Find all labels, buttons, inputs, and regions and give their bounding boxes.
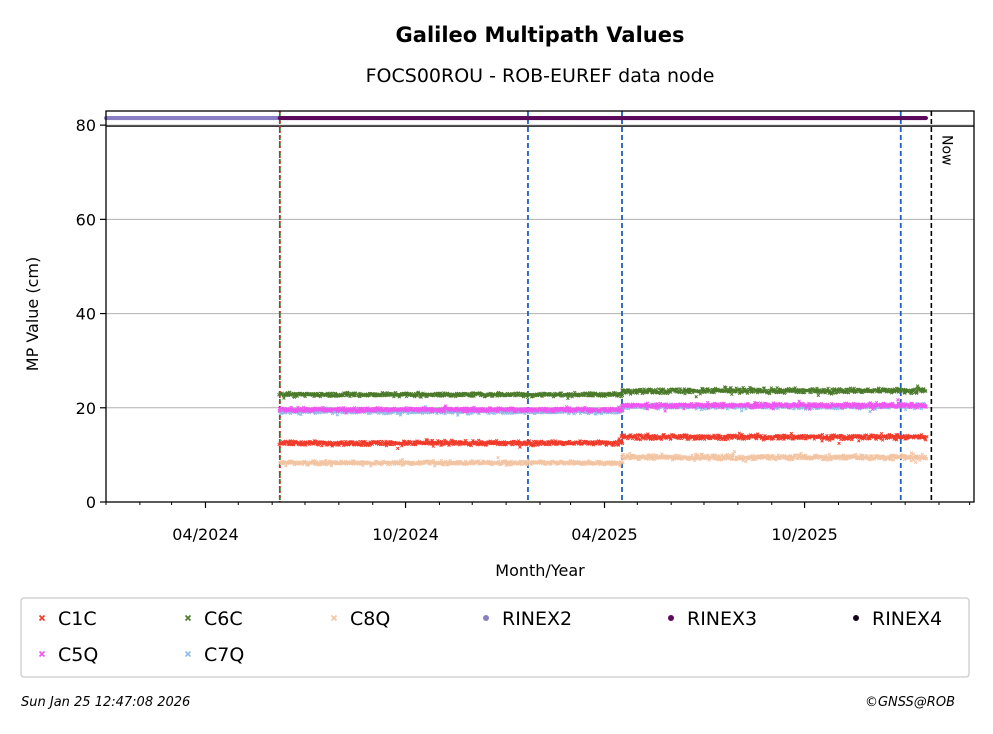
point xyxy=(918,458,922,462)
series-C1C xyxy=(277,431,929,451)
point xyxy=(741,458,745,463)
point xyxy=(728,453,732,457)
point xyxy=(663,409,667,413)
point xyxy=(455,413,460,417)
point xyxy=(896,397,900,402)
point xyxy=(731,453,735,458)
point xyxy=(768,457,772,462)
point xyxy=(670,458,675,462)
point xyxy=(796,456,800,461)
point xyxy=(335,412,340,417)
point xyxy=(644,456,649,460)
point xyxy=(541,459,546,464)
point xyxy=(739,409,744,413)
point xyxy=(799,451,803,456)
point xyxy=(490,462,494,467)
point xyxy=(369,464,373,468)
point xyxy=(732,449,737,454)
point xyxy=(698,457,702,462)
point xyxy=(838,454,843,458)
point xyxy=(782,453,787,458)
point xyxy=(628,451,632,456)
now-label: Now xyxy=(938,135,954,166)
point xyxy=(771,453,776,458)
point xyxy=(744,459,748,464)
point xyxy=(392,460,396,465)
point xyxy=(857,439,861,443)
point xyxy=(396,446,400,451)
point xyxy=(373,462,377,466)
series-C6C xyxy=(277,384,928,401)
point xyxy=(748,455,753,459)
point xyxy=(789,431,794,436)
point xyxy=(837,441,841,446)
point xyxy=(282,396,286,400)
point xyxy=(439,458,444,463)
point xyxy=(792,456,797,460)
chart-title: Galileo Multipath Values xyxy=(396,23,685,47)
point xyxy=(729,457,734,462)
point xyxy=(477,459,481,463)
point xyxy=(690,453,694,458)
point xyxy=(913,460,918,465)
point xyxy=(725,452,730,457)
point xyxy=(324,458,328,463)
grid-lines xyxy=(106,124,974,503)
point xyxy=(880,438,885,442)
point xyxy=(633,454,638,459)
point xyxy=(755,455,759,460)
point xyxy=(446,462,450,467)
point xyxy=(332,461,336,465)
point xyxy=(762,455,766,459)
point xyxy=(550,459,555,464)
data-points xyxy=(103,115,929,468)
point xyxy=(603,463,607,467)
point xyxy=(496,455,500,460)
point xyxy=(716,454,721,459)
point xyxy=(786,455,790,459)
point xyxy=(621,460,625,465)
point xyxy=(432,464,437,468)
point xyxy=(398,458,403,463)
point xyxy=(737,456,742,461)
point xyxy=(519,462,524,467)
point xyxy=(591,460,595,465)
point xyxy=(429,459,433,464)
point xyxy=(678,454,683,459)
series-C8Q xyxy=(278,449,929,468)
point xyxy=(567,460,572,464)
point xyxy=(820,439,824,443)
point xyxy=(344,461,348,466)
chart-subtitle: FOCS00ROU - ROB-EUREF data node xyxy=(366,65,715,87)
event-lines: Now xyxy=(278,111,954,502)
point xyxy=(868,409,872,414)
